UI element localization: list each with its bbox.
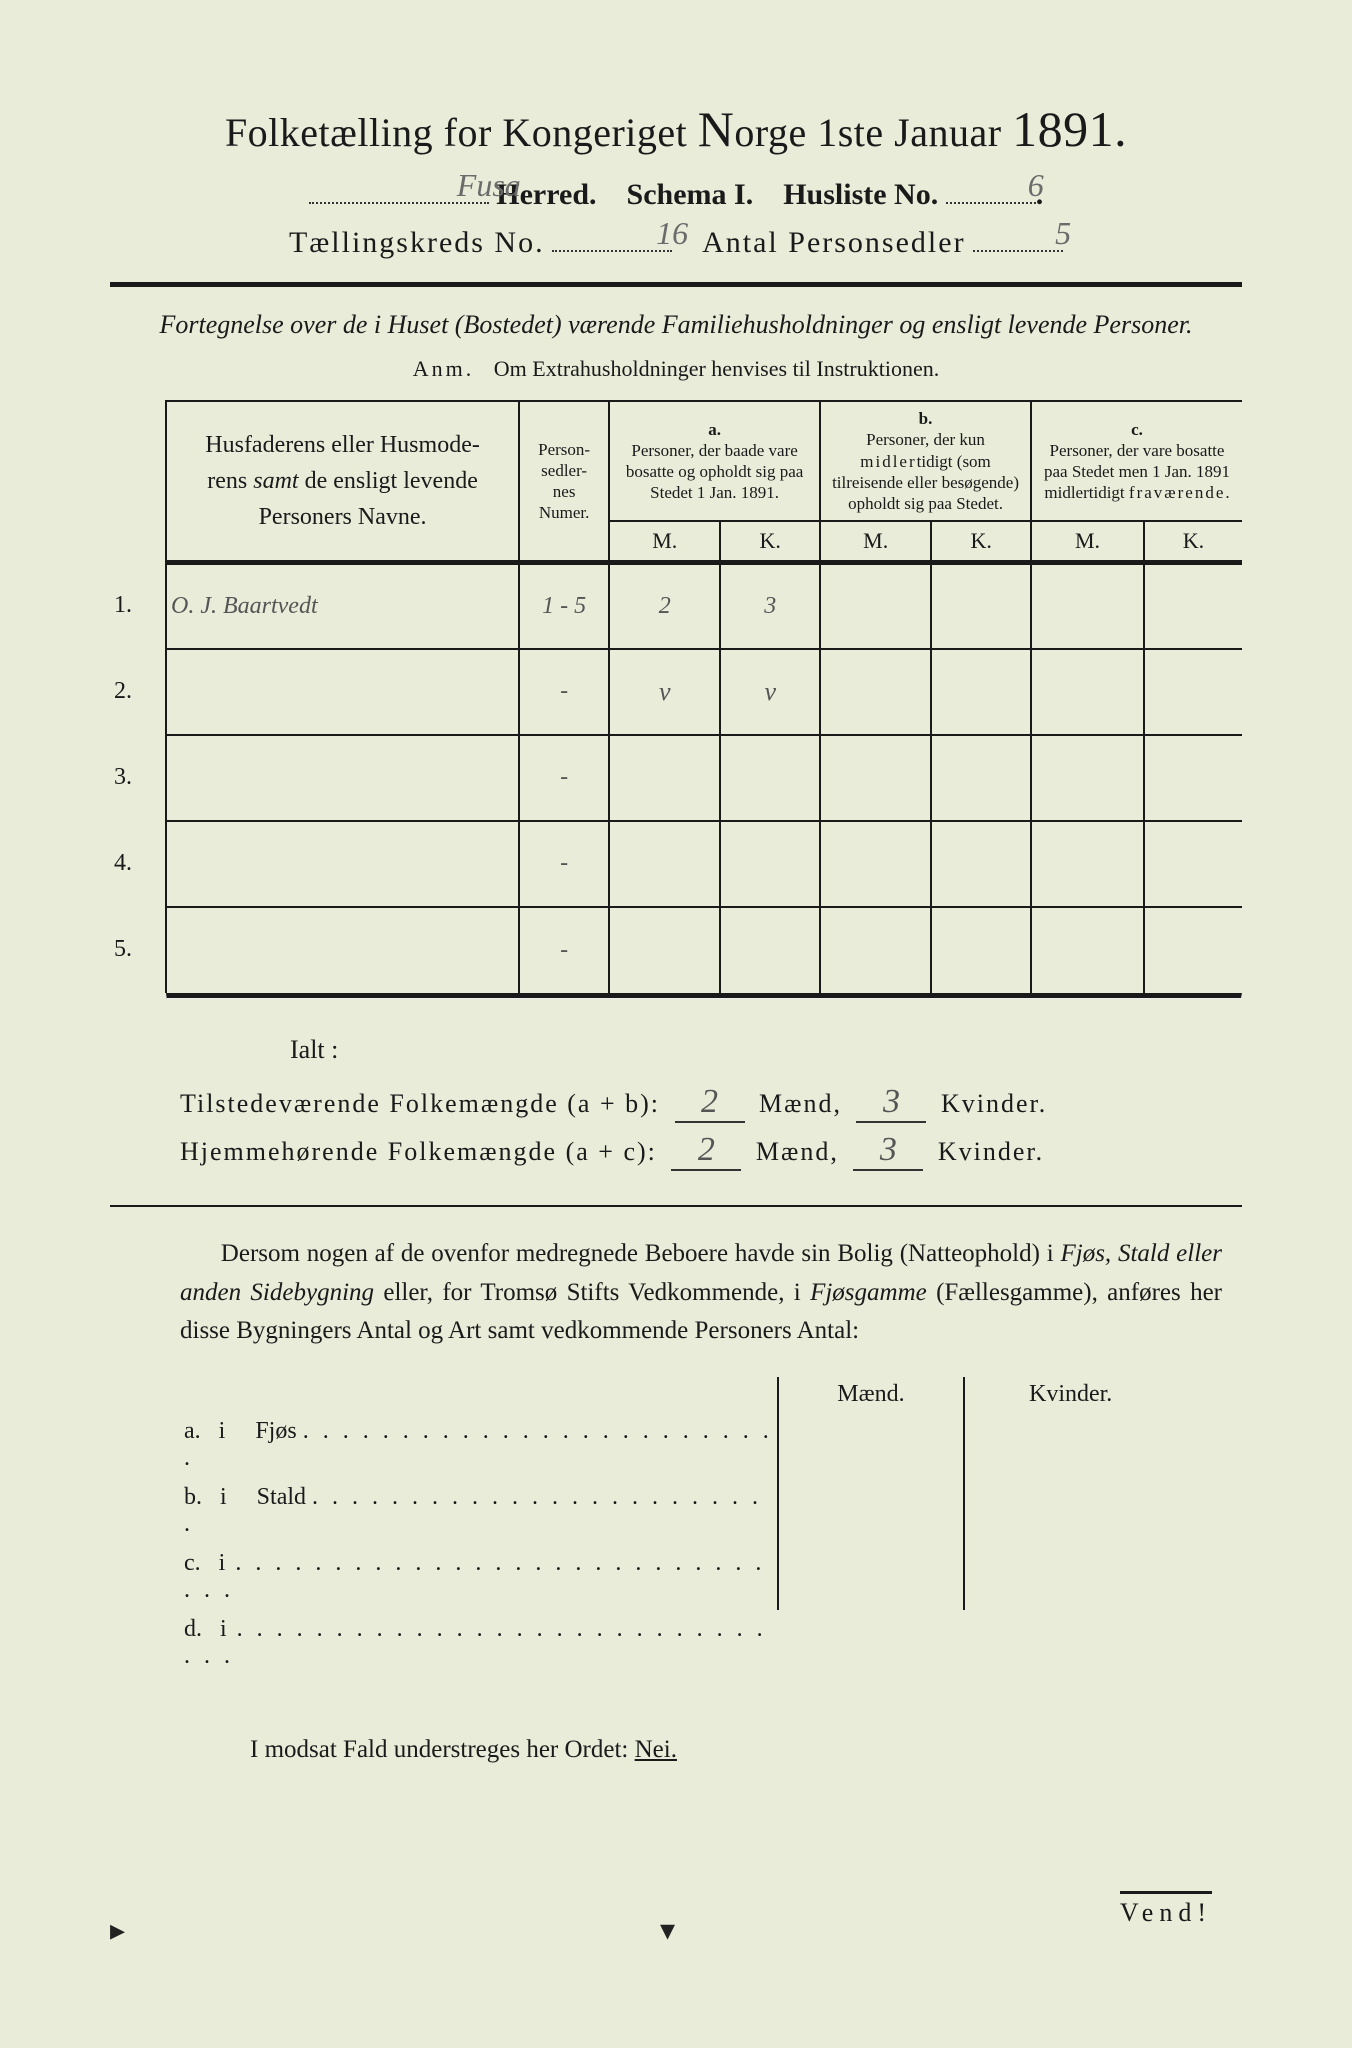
ialt-label: Ialt : <box>290 1035 1242 1065</box>
header-row-2: Tællingskreds No. 16 Antal Personsedler … <box>110 224 1242 260</box>
tot2-m: 2 <box>671 1131 741 1171</box>
totals-row-2: Hjemmehørende Folkemængde (a + c): 2 Mæn… <box>180 1131 1242 1171</box>
bt-maend: Mænd. <box>778 1377 964 1412</box>
row-name: O. J. Baartvedt <box>166 563 519 649</box>
row-ps: - <box>519 649 609 735</box>
vend-label: Vend! <box>1120 1891 1212 1928</box>
row-am: v <box>609 649 720 735</box>
main-table: Husfaderens eller Husmode- rens samt de … <box>110 400 1242 993</box>
table-row: 3. - <box>110 735 1242 821</box>
herred-handwritten: Fusa <box>399 167 579 204</box>
subtitle: Fortegnelse over de i Huset (Bostedet) v… <box>150 307 1202 342</box>
row-num: 5. <box>110 907 166 993</box>
bt-k: b. <box>184 1484 202 1510</box>
bt-k: c. <box>184 1550 201 1576</box>
rule-1 <box>110 282 1242 287</box>
antal-handwritten: 5 <box>1018 215 1108 252</box>
col-a-hdr: a. <box>708 420 721 439</box>
row-ak: 3 <box>720 563 820 649</box>
col-c-hdr: c. <box>1131 420 1143 439</box>
anm-line: Anm. Om Extrahusholdninger henvises til … <box>110 356 1242 382</box>
col-ps: Person- sedler- nes Numer. <box>519 401 609 563</box>
paragraph: Dersom nogen af de ovenfor medregnede Be… <box>180 1235 1222 1351</box>
row-ak: v <box>720 649 820 735</box>
col-b-hdr: b. <box>919 409 933 428</box>
title-year: 1891. <box>1012 101 1127 157</box>
bt-i: i <box>219 1418 226 1444</box>
bt-row: a. i Fjøs . . . . . . . . . . . . . . . … <box>180 1412 1176 1478</box>
table-row: 2. - v v <box>110 649 1242 735</box>
row-ps: - <box>519 821 609 907</box>
schema-label: Schema I. <box>627 178 754 211</box>
kvinder-2: Kvinder. <box>938 1137 1044 1166</box>
title-country2: orge 1ste Januar <box>734 110 1012 155</box>
row-num: 1. <box>110 563 166 649</box>
tot1-k: 3 <box>856 1083 926 1123</box>
modsat-line: I modsat Fald understreges her Ordet: Ne… <box>250 1736 1242 1764</box>
row-num: 4. <box>110 821 166 907</box>
maend-2: Mænd, <box>756 1137 839 1166</box>
row-ps: - <box>519 907 609 993</box>
row-num: 2. <box>110 649 166 735</box>
page-title: Folketælling for Kongeriget Norge 1ste J… <box>110 100 1242 158</box>
bt-lbl: Stald <box>257 1484 306 1510</box>
husliste-label: Husliste No. <box>783 178 938 211</box>
bt-i: i <box>220 1616 227 1642</box>
anm-label: Anm. <box>413 356 475 381</box>
col-name-l2: rens samt de ensligt levende <box>207 468 478 494</box>
col-a: Personer, der baade vare bosatte og opho… <box>626 441 804 503</box>
row-ps: 1 - 5 <box>519 563 609 649</box>
antal-label: Antal Personsedler <box>702 226 965 259</box>
mk-a-m: M. <box>609 521 720 563</box>
bt-lbl: Fjøs <box>255 1418 296 1444</box>
bt-row: d. i . . . . . . . . . . . . . . . . . .… <box>180 1610 1176 1676</box>
kreds-label: Tællingskreds No. <box>289 226 545 259</box>
mk-b-k: K. <box>931 521 1031 563</box>
corner-mark: ▸ <box>110 1913 125 1948</box>
row-ps: - <box>519 735 609 821</box>
tot1-label: Tilstedeværende Folkemængde (a + b): <box>180 1089 660 1118</box>
table-bottom-rule <box>166 993 1242 999</box>
col-name-l3: Personers Navne. <box>259 504 427 530</box>
husliste-handwritten: 6 <box>991 167 1081 204</box>
kreds-handwritten: 16 <box>612 215 732 252</box>
row-name <box>166 649 519 735</box>
bt-k: a. <box>184 1418 201 1444</box>
title-n: N <box>698 101 735 157</box>
totals-row-1: Tilstedeværende Folkemængde (a + b): 2 M… <box>180 1083 1242 1123</box>
row-am: 2 <box>609 563 720 649</box>
row-num: 3. <box>110 735 166 821</box>
mk-c-k: K. <box>1144 521 1242 563</box>
tot1-m: 2 <box>675 1083 745 1123</box>
table-row: 1. O. J. Baartvedt 1 - 5 2 3 <box>110 563 1242 649</box>
modsat-text: I modsat Fald understreges her Ordet: <box>250 1736 635 1763</box>
tot2-k: 3 <box>853 1131 923 1171</box>
mk-a-k: K. <box>720 521 820 563</box>
maend-1: Mænd, <box>759 1089 842 1118</box>
title-pre: Folketælling for Kongeriget <box>225 110 698 155</box>
corner-mark: ▾ <box>660 1913 675 1948</box>
nei-text: Nei. <box>635 1736 677 1763</box>
kvinder-1: Kvinder. <box>941 1089 1047 1118</box>
table-row: 4. - <box>110 821 1242 907</box>
mk-c-m: M. <box>1031 521 1144 563</box>
col-c: Personer, der vare bosatte paa Stedet me… <box>1044 441 1230 503</box>
bt-k: d. <box>184 1616 202 1642</box>
table-row: 5. - <box>110 907 1242 993</box>
header-row-1: Fusa Herred. Schema I. Husliste No. 6. <box>110 176 1242 212</box>
bt-row: c. i . . . . . . . . . . . . . . . . . .… <box>180 1544 1176 1610</box>
bt-i: i <box>220 1484 227 1510</box>
bt-row: b. i Stald . . . . . . . . . . . . . . .… <box>180 1478 1176 1544</box>
tot2-label: Hjemmehørende Folkemængde (a + c): <box>180 1137 657 1166</box>
bottom-table: Mænd. Kvinder. a. i Fjøs . . . . . . . .… <box>180 1377 1176 1676</box>
bt-kvinder: Kvinder. <box>964 1377 1176 1412</box>
anm-text: Om Extrahusholdninger henvises til Instr… <box>494 356 939 381</box>
rule-2 <box>110 1205 1242 1207</box>
col-b: Personer, der kun midlertidigt (som tilr… <box>832 430 1019 513</box>
mk-b-m: M. <box>820 521 931 563</box>
col-name-l1: Husfaderens eller Husmode- <box>205 432 480 458</box>
